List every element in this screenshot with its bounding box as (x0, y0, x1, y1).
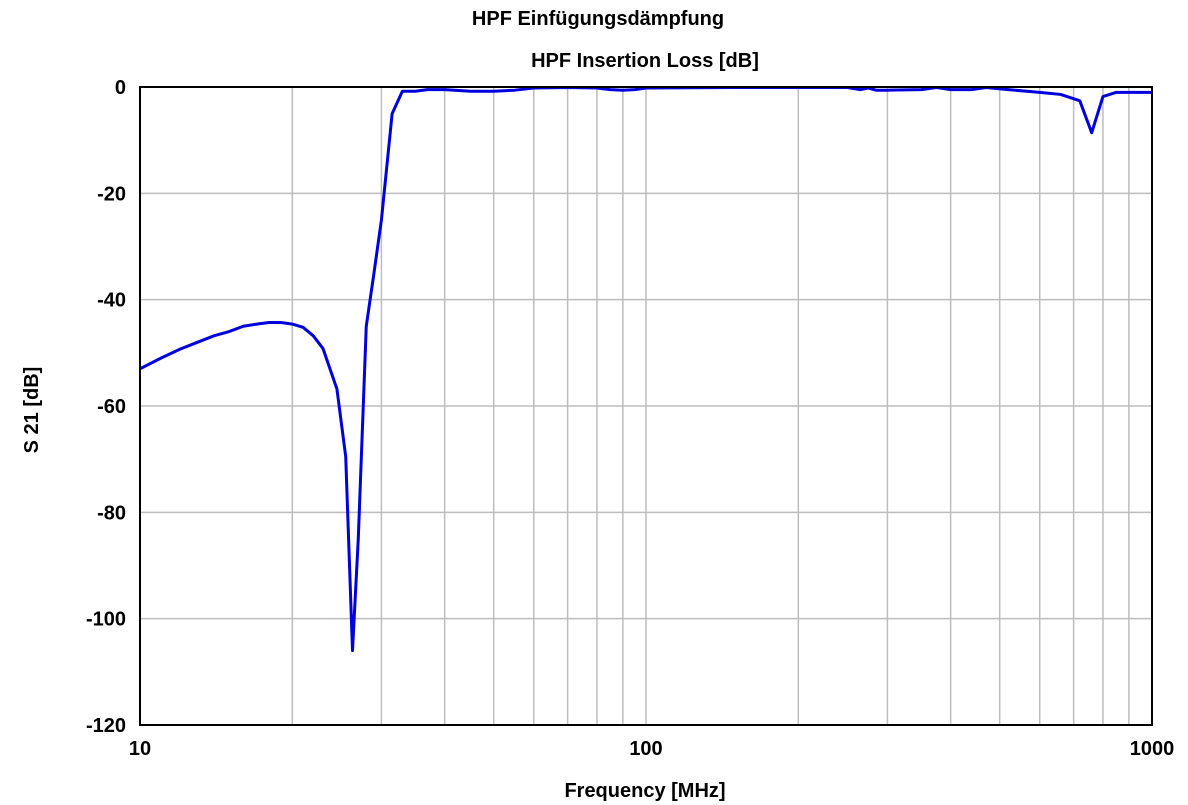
y-tick-label: -20 (97, 183, 126, 205)
y-tick-label: -80 (97, 502, 126, 524)
y-tick-label: -40 (97, 290, 126, 312)
y-tick-label: -60 (97, 396, 126, 418)
chart-subtitle: HPF Insertion Loss [dB] (531, 50, 759, 72)
chart-title: HPF Einfügungsdämpfung (472, 8, 724, 30)
plot-frame (139, 86, 1153, 726)
y-tick-label: -100 (86, 609, 126, 631)
tick-labels: 10 100 1000 0 -20 -40 -60 -80 -100 -120 (86, 77, 1174, 760)
series-line (139, 86, 1152, 653)
x-tick-label: 10 (129, 738, 151, 760)
x-tick-label: 1000 (1130, 738, 1175, 760)
x-axis-label: Frequency [MHz] (564, 780, 725, 802)
data-series (139, 86, 1152, 653)
y-tick-label: -120 (86, 715, 126, 737)
grid-lines (140, 87, 1152, 725)
y-tick-label: 0 (115, 77, 126, 99)
x-tick-label: 100 (629, 738, 662, 760)
y-axis-label: S 21 [dB] (21, 367, 43, 454)
